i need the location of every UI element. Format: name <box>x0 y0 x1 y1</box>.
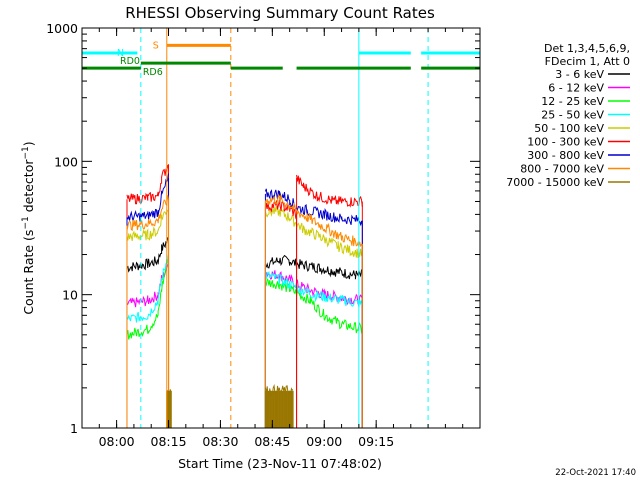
series-layer <box>126 164 363 428</box>
series-line-800-7000-kev-1 <box>265 193 363 248</box>
series-line-25-50-kev-0 <box>126 253 169 323</box>
series-7000-15000-kev <box>166 383 294 428</box>
series-line-50-100-kev-0 <box>126 209 169 242</box>
series-line-3-6-kev-0 <box>126 237 169 273</box>
series-12-25-kev <box>126 254 363 428</box>
flag-label-n: N <box>117 48 124 59</box>
x-axis-label: Start Time (23-Nov-11 07:48:02) <box>178 456 382 471</box>
series-800-7000-kev <box>126 193 363 428</box>
legend-label-100-300-kev: 100 - 300 keV <box>527 136 604 149</box>
series-3-6-kev <box>126 237 363 428</box>
flag-label-s: S <box>153 40 159 51</box>
legend-label-7000-15000-kev: 7000 - 15000 keV <box>506 176 604 189</box>
series-line-50-100-kev-1 <box>264 205 363 258</box>
series-line-3-6-kev-1 <box>265 254 363 280</box>
y-tick-label: 1 <box>70 421 78 436</box>
series-line-25-50-kev-1 <box>264 270 363 308</box>
timestamp: 22-Oct-2021 17:40 <box>555 468 636 478</box>
series-line-100-300-kev-2 <box>296 174 363 208</box>
legend-label-3-6-kev: 3 - 6 keV <box>555 68 604 81</box>
legend-label-12-25-kev: 12 - 25 keV <box>541 95 604 108</box>
legend-header: Det 1,3,4,5,6,9, <box>544 42 630 55</box>
legend-label-800-7000-kev: 800 - 7000 keV <box>520 163 604 176</box>
y-axis-label: Count Rate (s−1 detector−1) <box>21 141 36 314</box>
y-tick-label: 100 <box>54 154 78 169</box>
chart-title: RHESSI Observing Summary Count Rates <box>125 4 435 22</box>
x-tick-label: 08:45 <box>254 434 290 449</box>
y-tick-label: 1000 <box>46 21 78 36</box>
series-line-800-7000-kev-0 <box>126 195 169 232</box>
legend-label-6-12-kev: 6 - 12 keV <box>548 82 604 95</box>
legend: Det 1,3,4,5,6,9,FDecim 1, Att 03 - 6 keV… <box>506 42 630 189</box>
series-line-100-300-kev-0 <box>126 164 169 205</box>
y-tick-label: 10 <box>62 288 78 303</box>
series-line-12-25-kev-0 <box>126 254 169 340</box>
x-tick-label: 08:00 <box>99 434 135 449</box>
plot-frame <box>81 27 481 429</box>
legend-label-300-800-kev: 300 - 800 keV <box>527 149 604 162</box>
flag-label-rd0: RD0 <box>120 56 140 67</box>
flag-label-rd6: RD6 <box>143 67 163 78</box>
x-tick-label: 09:15 <box>358 434 394 449</box>
x-tick-label: 08:30 <box>202 434 238 449</box>
series-line-6-12-kev-1 <box>264 270 363 308</box>
series-line-6-12-kev-0 <box>126 262 169 308</box>
tick-layer: 08:00 08:15 08:30 08:45 09:00 09:15 1 10 100 1000 <box>46 21 481 449</box>
x-tick-label: 08:15 <box>151 434 187 449</box>
series-line-12-25-kev-1 <box>264 277 363 334</box>
x-tick-label: 09:00 <box>306 434 342 449</box>
legend-header: FDecim 1, Att 0 <box>545 55 630 68</box>
legend-label-25-50-kev: 25 - 50 keV <box>541 109 604 122</box>
series-line-300-800-kev-0 <box>126 173 169 222</box>
series-25-50-kev <box>126 253 363 428</box>
legend-label-50-100-kev: 50 - 100 keV <box>534 122 604 135</box>
